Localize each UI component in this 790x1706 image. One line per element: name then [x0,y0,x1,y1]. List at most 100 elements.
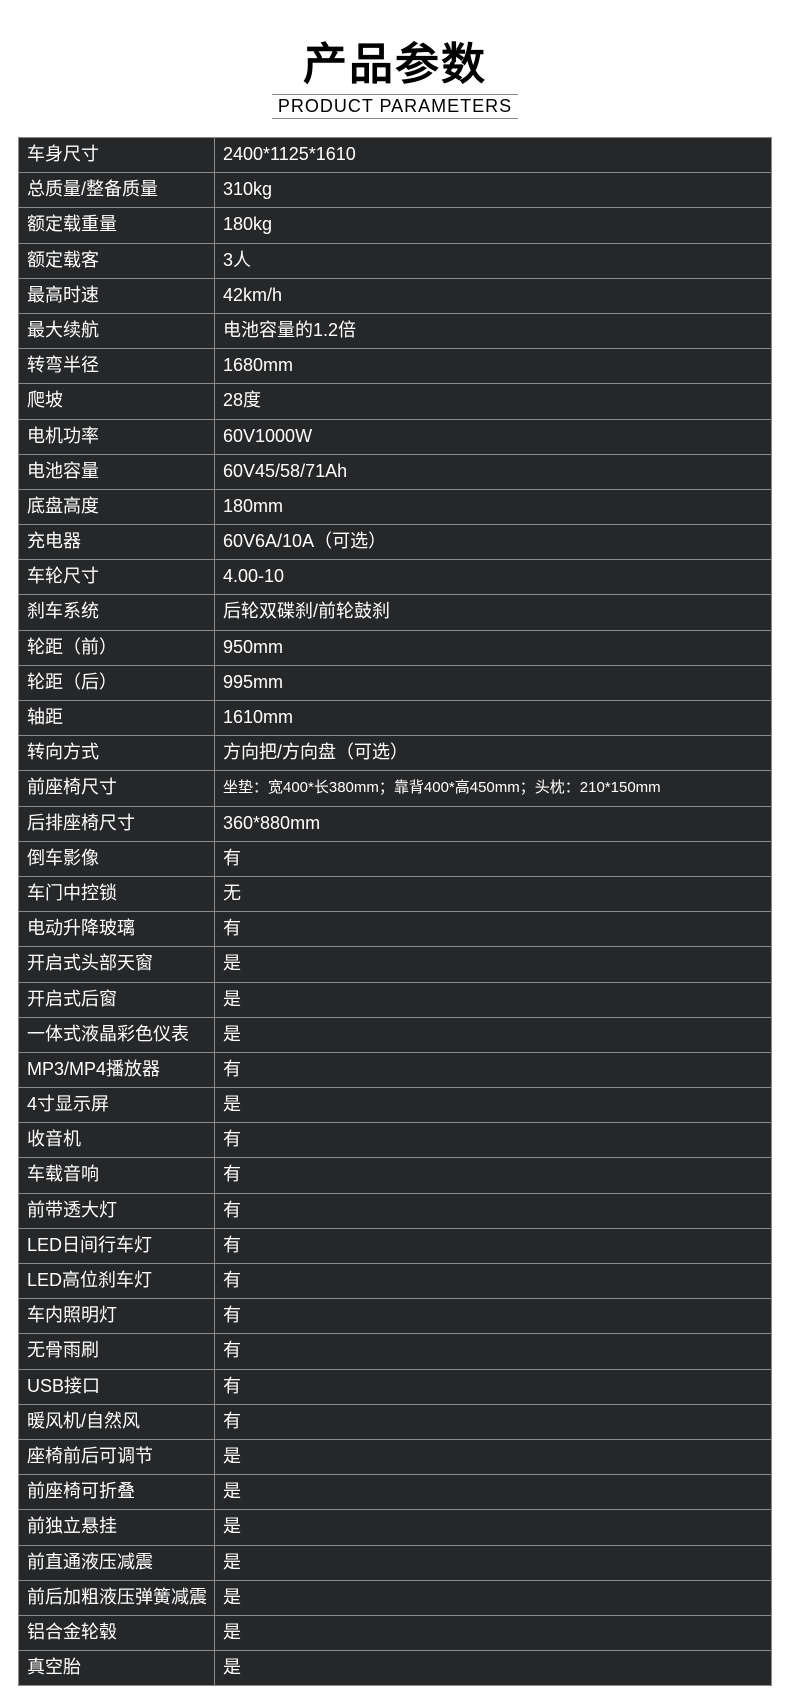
spec-label: 充电器 [19,525,215,560]
spec-label: USB接口 [19,1369,215,1404]
spec-value: 有 [215,1052,772,1087]
spec-label: 无骨雨刷 [19,1334,215,1369]
spec-value: 是 [215,1651,772,1686]
spec-value: 有 [215,1264,772,1299]
spec-value: 是 [215,1439,772,1474]
spec-label: 车门中控锁 [19,876,215,911]
table-row: 轴距1610mm [19,701,772,736]
spec-label: 轮距（前） [19,630,215,665]
spec-label: 电机功率 [19,419,215,454]
spec-label: 前后加粗液压弹簧减震 [19,1580,215,1615]
spec-value: 950mm [215,630,772,665]
table-row: 轮距（后）995mm [19,665,772,700]
spec-value: 有 [215,1228,772,1263]
spec-label: 轴距 [19,701,215,736]
spec-value: 有 [215,1369,772,1404]
table-row: 前后加粗液压弹簧减震是 [19,1580,772,1615]
spec-label: 额定载重量 [19,208,215,243]
spec-label: 转向方式 [19,736,215,771]
spec-label: 车轮尺寸 [19,560,215,595]
table-row: 总质量/整备质量310kg [19,173,772,208]
spec-table: 车身尺寸2400*1125*1610总质量/整备质量310kg额定载重量180k… [18,137,772,1686]
spec-value: 有 [215,1404,772,1439]
spec-value: 1680mm [215,349,772,384]
spec-label: 爬坡 [19,384,215,419]
title-english: PRODUCT PARAMETERS [272,94,518,119]
spec-table-wrap: 车身尺寸2400*1125*1610总质量/整备质量310kg额定载重量180k… [0,137,790,1706]
table-row: 真空胎是 [19,1651,772,1686]
spec-value: 是 [215,1545,772,1580]
table-row: 轮距（前）950mm [19,630,772,665]
table-row: 电动升降玻璃有 [19,912,772,947]
table-row: 额定载重量180kg [19,208,772,243]
spec-label: 前座椅可折叠 [19,1475,215,1510]
spec-value: 后轮双碟刹/前轮鼓刹 [215,595,772,630]
table-row: 收音机有 [19,1123,772,1158]
spec-label: 总质量/整备质量 [19,173,215,208]
spec-value: 是 [215,1580,772,1615]
spec-value: 1610mm [215,701,772,736]
spec-label: 车载音响 [19,1158,215,1193]
spec-value: 360*880mm [215,806,772,841]
table-row: USB接口有 [19,1369,772,1404]
table-row: 铝合金轮毂是 [19,1615,772,1650]
spec-label: LED高位刹车灯 [19,1264,215,1299]
spec-label: 一体式液晶彩色仪表 [19,1017,215,1052]
table-row: 一体式液晶彩色仪表是 [19,1017,772,1052]
spec-label: 电动升降玻璃 [19,912,215,947]
spec-value: 是 [215,1510,772,1545]
table-row: 前座椅尺寸坐垫：宽400*长380mm；靠背400*高450mm；头枕：210*… [19,771,772,806]
spec-value: 是 [215,982,772,1017]
table-row: LED高位刹车灯有 [19,1264,772,1299]
spec-value: 60V6A/10A（可选） [215,525,772,560]
table-row: 车轮尺寸4.00-10 [19,560,772,595]
spec-label: 电池容量 [19,454,215,489]
spec-label: 车内照明灯 [19,1299,215,1334]
table-row: 车身尺寸2400*1125*1610 [19,138,772,173]
spec-label: 开启式后窗 [19,982,215,1017]
spec-label: 转弯半径 [19,349,215,384]
spec-value: 无 [215,876,772,911]
spec-value: 有 [215,841,772,876]
spec-value: 4.00-10 [215,560,772,595]
table-row: MP3/MP4播放器有 [19,1052,772,1087]
table-row: 开启式后窗是 [19,982,772,1017]
spec-label: 最高时速 [19,278,215,313]
spec-value: 有 [215,1334,772,1369]
spec-value: 42km/h [215,278,772,313]
header: 产品参数 PRODUCT PARAMETERS [0,0,790,137]
spec-value: 60V1000W [215,419,772,454]
spec-value: 995mm [215,665,772,700]
spec-value: 电池容量的1.2倍 [215,313,772,348]
table-row: 暖风机/自然风有 [19,1404,772,1439]
table-row: 充电器60V6A/10A（可选） [19,525,772,560]
spec-label: 刹车系统 [19,595,215,630]
table-row: 车内照明灯有 [19,1299,772,1334]
table-row: 4寸显示屏是 [19,1088,772,1123]
spec-label: 暖风机/自然风 [19,1404,215,1439]
spec-label: 前直通液压减震 [19,1545,215,1580]
spec-label: 开启式头部天窗 [19,947,215,982]
table-row: 车载音响有 [19,1158,772,1193]
spec-value: 坐垫：宽400*长380mm；靠背400*高450mm；头枕：210*150mm [215,771,772,806]
title-chinese: 产品参数 [0,28,790,92]
table-row: 转向方式方向把/方向盘（可选） [19,736,772,771]
table-row: 额定载客3人 [19,243,772,278]
table-row: 刹车系统后轮双碟刹/前轮鼓刹 [19,595,772,630]
spec-value: 是 [215,947,772,982]
spec-value: 60V45/58/71Ah [215,454,772,489]
spec-value: 是 [215,1088,772,1123]
spec-label: 最大续航 [19,313,215,348]
table-row: 前座椅可折叠是 [19,1475,772,1510]
spec-value: 有 [215,1158,772,1193]
spec-value: 180kg [215,208,772,243]
spec-label: 收音机 [19,1123,215,1158]
spec-label: MP3/MP4播放器 [19,1052,215,1087]
spec-label: 真空胎 [19,1651,215,1686]
spec-label: 额定载客 [19,243,215,278]
spec-value: 28度 [215,384,772,419]
table-row: 后排座椅尺寸360*880mm [19,806,772,841]
spec-label: 4寸显示屏 [19,1088,215,1123]
table-row: 座椅前后可调节是 [19,1439,772,1474]
spec-label: 倒车影像 [19,841,215,876]
